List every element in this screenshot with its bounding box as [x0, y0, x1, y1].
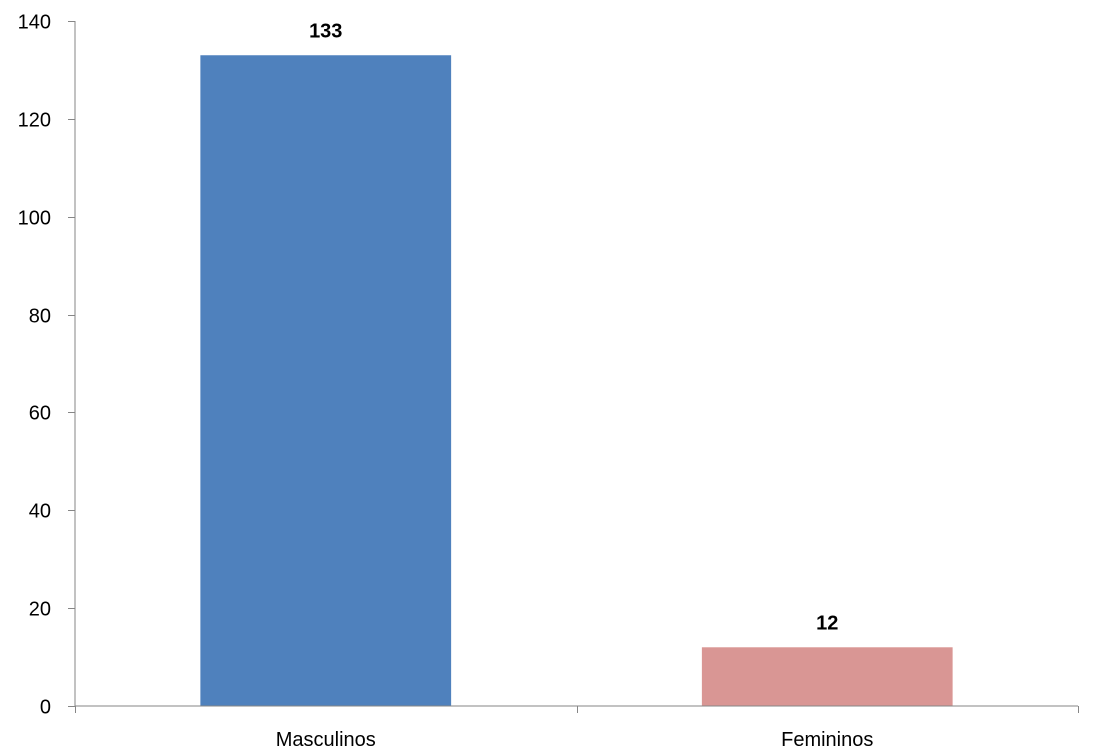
y-tick-label: 80: [29, 306, 51, 328]
y-tick-label: 120: [18, 110, 51, 132]
x-tick-label: Masculinos: [276, 729, 376, 751]
bar-femininos: [701, 647, 953, 706]
x-axis-ticks: Masculinos Femininos: [75, 706, 1079, 751]
y-tick-label: 0: [40, 697, 51, 719]
y-tick-label: 140: [18, 12, 51, 34]
data-label-masculinos: 133: [309, 20, 342, 42]
y-tick-label: 100: [18, 208, 51, 230]
data-label-femininos: 12: [816, 612, 838, 634]
data-labels: 133 12: [309, 20, 838, 634]
bars: [200, 55, 953, 706]
y-tick-label: 60: [29, 403, 51, 425]
bar-masculinos: [200, 55, 452, 706]
y-tick-label: 40: [29, 501, 51, 523]
x-tick-label: Femininos: [781, 729, 873, 751]
y-axis-ticks: 0 20 40 60 80 100 120 140: [18, 12, 75, 719]
y-tick-label: 20: [29, 599, 51, 621]
